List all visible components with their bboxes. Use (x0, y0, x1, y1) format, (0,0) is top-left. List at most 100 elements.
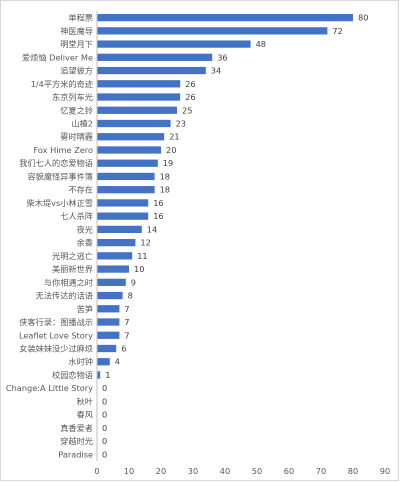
value-label: 0 (102, 410, 107, 420)
value-label: 7 (124, 330, 129, 340)
category-label: 水时钟 (68, 357, 93, 367)
value-label: 26 (185, 92, 195, 102)
category-label: 美丽新世界 (52, 264, 93, 274)
value-label: 0 (102, 383, 107, 393)
bar-2 (97, 40, 251, 48)
category-label: 七人杀阵 (60, 211, 93, 221)
value-label: 14 (147, 224, 157, 234)
value-label: 72 (332, 26, 342, 36)
value-label: 6 (121, 344, 126, 354)
bar-19 (97, 265, 129, 273)
value-label: 11 (137, 251, 147, 261)
category-label: 我们七人的恋爱物语 (19, 158, 93, 168)
value-label: 10 (134, 264, 144, 274)
bar-26 (97, 358, 110, 366)
value-labels: 8072483634262625232120191818161614121110… (102, 13, 368, 460)
category-label: 雾时晴霾 (60, 132, 93, 142)
bar-10 (97, 146, 161, 154)
value-label: 8 (128, 291, 133, 301)
value-label: 16 (153, 198, 163, 208)
category-label: 穿越时光 (60, 436, 93, 446)
bar-12 (97, 172, 155, 181)
value-label: 7 (124, 317, 129, 327)
value-label: 34 (211, 66, 221, 76)
bar-0 (97, 13, 353, 22)
value-label: 4 (115, 357, 120, 367)
value-label: 18 (160, 185, 170, 195)
category-label: 校园恋物语 (52, 370, 93, 380)
value-label: 19 (163, 158, 173, 168)
category-label: 追望彼方 (60, 66, 93, 76)
category-label: 女装妹妹没少过麻烦 (19, 344, 93, 354)
category-label: 与你相遇之时 (44, 277, 93, 287)
value-label: 1 (105, 370, 110, 380)
category-label: 余香 (77, 238, 93, 248)
value-label: 12 (140, 238, 150, 248)
x-tick-label: 80 (348, 466, 358, 476)
bar-27 (97, 371, 101, 379)
bar-8 (97, 119, 171, 128)
category-label: 明堂月下 (60, 39, 93, 49)
category-label: 爱烦恼 Deliver Me (22, 52, 93, 62)
value-label: 0 (102, 436, 107, 446)
category-label: 忆夏之铃 (60, 105, 93, 115)
category-label: 苦笋 (77, 304, 93, 314)
value-label: 48 (256, 39, 266, 49)
x-tick-label: 70 (316, 466, 326, 476)
category-label: 侠客行录：图播战示 (19, 317, 93, 327)
x-tick-label: 90 (380, 466, 390, 476)
bar-15 (97, 212, 149, 220)
category-label: 夜光 (77, 224, 93, 234)
category-label: 秋叶 (77, 396, 93, 406)
category-label: 光明之逃亡 (52, 251, 93, 261)
category-label: 柴木堤vs小林正雪 (27, 198, 93, 208)
category-label: Fox Hime Zero (33, 145, 93, 155)
bar-21 (97, 291, 123, 300)
category-label: 不存在 (68, 185, 93, 195)
x-tick-label: 50 (252, 466, 262, 476)
value-label: 20 (166, 145, 176, 155)
x-tick-label: 40 (220, 466, 230, 476)
bar-4 (97, 66, 206, 75)
bar-24 (97, 331, 120, 339)
value-label: 80 (358, 13, 368, 23)
x-tick-label: 0 (94, 466, 99, 476)
bar-3 (97, 53, 213, 61)
bar-14 (97, 199, 149, 207)
value-label: 36 (217, 52, 227, 62)
category-label: 神医魔导 (60, 26, 93, 36)
bar-6 (97, 93, 181, 101)
x-tick-label: 20 (156, 466, 166, 476)
category-label: 真香爱者 (60, 423, 93, 433)
category-label: Leaflet Love Story (19, 330, 93, 340)
bar-5 (97, 80, 181, 88)
category-label: 春风 (77, 410, 93, 420)
bar-13 (97, 186, 155, 194)
bar-9 (97, 133, 165, 141)
value-label: 7 (124, 304, 129, 314)
x-tick-label: 30 (188, 466, 198, 476)
x-axis-ticks: 0 10 20 30 40 50 60 70 80 90 (94, 466, 390, 476)
value-label: 9 (131, 277, 136, 287)
value-label: 26 (185, 79, 195, 89)
category-label: 东京列车光 (52, 92, 93, 102)
bar-1 (97, 27, 328, 35)
bar-7 (97, 106, 177, 114)
category-label: Paradise (58, 449, 93, 459)
category-label: 容貌魔怪异事件簿 (27, 171, 93, 181)
value-label: 25 (182, 105, 192, 115)
value-label: 18 (160, 171, 170, 181)
value-label: 0 (102, 423, 107, 433)
category-label: 单程票 (68, 13, 93, 23)
category-label: 无法传达的话语 (36, 291, 93, 301)
x-tick-label: 10 (124, 466, 134, 476)
bar-23 (97, 318, 120, 326)
value-label: 23 (176, 119, 186, 129)
bar-11 (97, 159, 158, 167)
bar-18 (97, 252, 133, 260)
category-label: 1/4平方米的奇迹 (31, 79, 93, 89)
bar-20 (97, 278, 126, 286)
